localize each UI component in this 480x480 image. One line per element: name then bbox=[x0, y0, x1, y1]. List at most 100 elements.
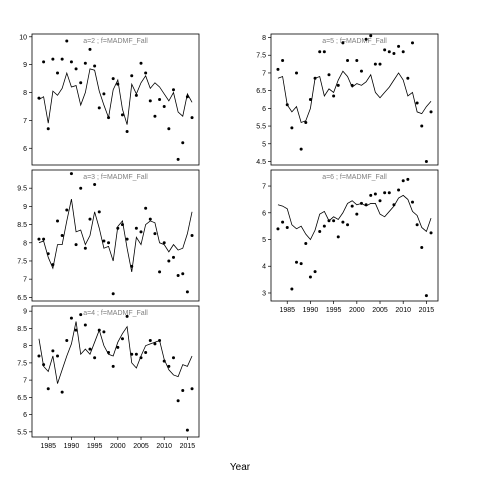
data-point bbox=[336, 235, 340, 239]
data-point bbox=[410, 41, 414, 45]
data-point bbox=[162, 359, 166, 363]
data-point bbox=[415, 101, 419, 105]
panel-1: 6 7 8 9 10 a=2 ; f=MADMF_Fall bbox=[19, 33, 200, 166]
data-point bbox=[93, 183, 97, 187]
y-tick-label: 5.5 bbox=[256, 124, 266, 131]
data-point bbox=[410, 200, 414, 204]
data-point bbox=[185, 428, 189, 432]
data-point bbox=[392, 203, 396, 207]
y-tick-label: 4.5 bbox=[256, 159, 266, 166]
x-tick-label: 2005 bbox=[133, 443, 149, 450]
x-tick-label: 2000 bbox=[110, 443, 126, 450]
data-point bbox=[392, 51, 396, 55]
data-point bbox=[74, 243, 78, 247]
data-point bbox=[46, 252, 50, 256]
data-point bbox=[346, 223, 350, 227]
panel-3: 6.5 7 7.5 8 8.5 9 9.5 a=3 ; f=MADMF_Fall bbox=[17, 169, 200, 302]
data-point bbox=[153, 232, 157, 236]
data-point bbox=[83, 61, 87, 65]
data-point bbox=[65, 39, 69, 43]
y-tick-label: 8 bbox=[23, 343, 27, 350]
data-point bbox=[97, 328, 101, 332]
data-point bbox=[171, 88, 175, 92]
data-point bbox=[148, 99, 152, 103]
panel-frame bbox=[270, 33, 439, 166]
x-axis-label: Year bbox=[230, 462, 251, 473]
data-point bbox=[355, 59, 359, 63]
data-point bbox=[120, 223, 124, 227]
y-tick-label: 7.5 bbox=[17, 258, 27, 265]
data-point bbox=[74, 67, 78, 71]
data-point bbox=[158, 98, 162, 101]
y-tick-label: 7 bbox=[262, 70, 266, 77]
data-point bbox=[88, 47, 92, 51]
data-point bbox=[125, 237, 129, 241]
data-point bbox=[162, 104, 166, 108]
y-tick-label: 6 bbox=[23, 146, 27, 153]
y-tick-label: 7.5 bbox=[256, 53, 266, 60]
x-tick-label: 1985 bbox=[40, 443, 56, 450]
data-point bbox=[107, 241, 111, 245]
panel-2: 4.5 5 5.5 6 6.5 7 7.5 8 a=5 ; f=MADMF_Fall bbox=[256, 33, 439, 166]
data-point bbox=[56, 219, 60, 223]
data-point bbox=[336, 83, 340, 87]
data-point bbox=[102, 239, 106, 243]
data-point bbox=[69, 172, 73, 176]
y-tick-label: 9 bbox=[23, 309, 27, 316]
data-point bbox=[125, 314, 129, 318]
data-point bbox=[102, 92, 106, 96]
y-tick-label: 6 bbox=[23, 412, 27, 419]
data-point bbox=[42, 237, 46, 241]
y-tick-label: 8.5 bbox=[17, 222, 27, 229]
panel-5: 5.5 6 6.5 7 7.5 8 8.5 9 1985 1990 1995 2000 2005 2010… bbox=[17, 305, 200, 450]
panel-label: a=5 ; f=MADMF_Fall bbox=[322, 38, 387, 45]
fit-line bbox=[277, 70, 432, 124]
y-tick-label: 9.5 bbox=[17, 186, 27, 193]
data-point bbox=[378, 62, 382, 66]
data-point bbox=[134, 226, 138, 230]
data-point bbox=[350, 83, 354, 87]
data-point bbox=[308, 98, 312, 101]
data-point bbox=[313, 270, 317, 274]
data-point bbox=[120, 113, 124, 117]
data-point bbox=[171, 356, 175, 360]
y-tick-label: 8.5 bbox=[17, 326, 27, 333]
data-point bbox=[167, 364, 171, 368]
data-point bbox=[281, 59, 285, 63]
panel-frame bbox=[31, 33, 200, 166]
data-point bbox=[144, 206, 148, 210]
data-point bbox=[79, 186, 83, 190]
x-tick-label: 1995 bbox=[326, 307, 342, 314]
data-point bbox=[406, 76, 410, 80]
y-tick-label: 6.5 bbox=[17, 395, 27, 402]
data-point bbox=[107, 116, 111, 120]
data-point bbox=[341, 220, 345, 224]
data-point bbox=[308, 275, 312, 279]
data-point bbox=[299, 262, 303, 266]
data-point bbox=[383, 191, 387, 195]
y-tick-label: 9 bbox=[23, 204, 27, 211]
data-point bbox=[120, 337, 124, 341]
data-point bbox=[144, 351, 148, 355]
data-point bbox=[276, 67, 280, 71]
data-point bbox=[285, 225, 289, 229]
data-point bbox=[276, 227, 280, 231]
data-point bbox=[295, 260, 299, 264]
data-point bbox=[60, 234, 64, 237]
y-tick-label: 5 bbox=[262, 141, 266, 148]
data-point bbox=[79, 81, 83, 85]
y-tick-label: 7 bbox=[23, 378, 27, 385]
data-point bbox=[415, 223, 419, 227]
data-point bbox=[373, 62, 377, 66]
data-point bbox=[181, 272, 185, 276]
data-point bbox=[176, 399, 180, 403]
data-point bbox=[369, 193, 373, 197]
data-point bbox=[153, 114, 157, 118]
data-point bbox=[318, 229, 322, 233]
data-point bbox=[107, 351, 111, 355]
y-tick-label: 8 bbox=[23, 240, 27, 247]
data-point bbox=[88, 217, 92, 221]
data-point bbox=[322, 50, 326, 54]
y-tick-label: 7 bbox=[23, 118, 27, 125]
data-point bbox=[429, 231, 433, 235]
